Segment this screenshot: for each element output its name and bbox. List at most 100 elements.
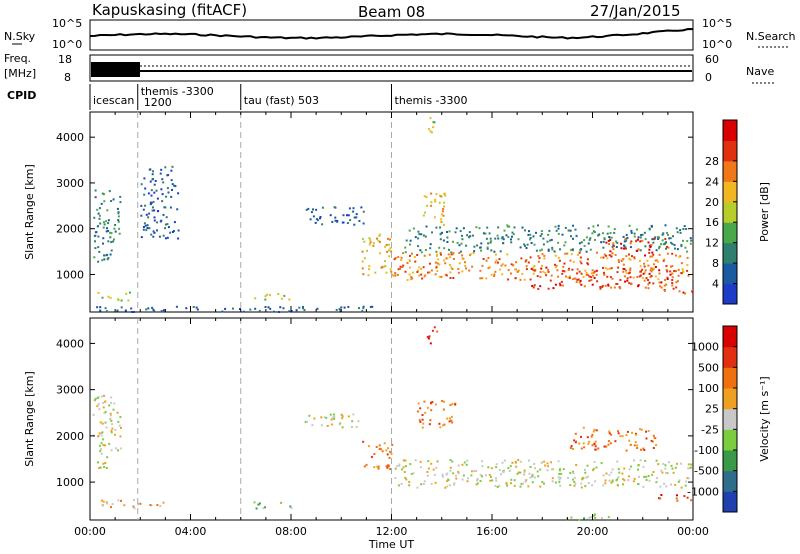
- data-cell: [97, 235, 100, 238]
- data-cell: [605, 472, 608, 475]
- data-cell: [636, 447, 639, 449]
- data-cell: [103, 200, 106, 203]
- data-cell: [358, 307, 360, 310]
- data-cell: [454, 231, 457, 234]
- data-cell: [309, 218, 312, 221]
- data-cell: [404, 459, 407, 462]
- data-cell: [539, 249, 542, 252]
- data-cell: [99, 448, 102, 451]
- data-cell: [622, 257, 625, 260]
- data-cell: [444, 486, 447, 489]
- data-cell: [551, 246, 554, 249]
- data-cell: [519, 460, 522, 463]
- data-cell: [494, 253, 497, 256]
- data-cell: [467, 236, 470, 239]
- cpid-segment-label: tau (fast) 503: [244, 94, 319, 107]
- colorbar-tick-label: -100: [694, 444, 719, 457]
- data-cell: [490, 273, 493, 276]
- data-cell: [397, 484, 400, 487]
- x-axis-label: Time UT: [368, 538, 414, 551]
- data-cell: [495, 259, 498, 262]
- data-cell: [513, 479, 516, 482]
- data-cell: [580, 435, 582, 438]
- data-cell: [554, 266, 557, 269]
- data-cell: [431, 401, 434, 404]
- data-cell: [167, 191, 170, 194]
- data-cell: [629, 242, 632, 245]
- colorbar-tick-label: -500: [694, 465, 719, 478]
- data-cell: [502, 238, 505, 241]
- data-cell: [145, 229, 148, 232]
- freq-tick-top: 18: [58, 53, 72, 66]
- data-cell: [397, 268, 400, 271]
- data-cell: [152, 206, 154, 209]
- data-cell: [429, 130, 432, 133]
- data-cell: [426, 204, 429, 207]
- data-cell: [434, 403, 437, 406]
- data-cell: [147, 307, 150, 310]
- data-cell: [289, 505, 292, 508]
- data-cell: [682, 228, 685, 230]
- data-cell: [612, 244, 615, 247]
- data-cell: [652, 282, 655, 285]
- data-cell: [559, 284, 562, 287]
- data-cell: [592, 272, 595, 274]
- data-cell: [277, 293, 280, 295]
- data-cell: [536, 470, 539, 473]
- data-cell: [580, 272, 583, 275]
- data-cell: [531, 285, 534, 287]
- data-cell: [610, 267, 613, 270]
- data-cell: [107, 222, 110, 225]
- data-cell: [468, 231, 471, 234]
- data-cell: [278, 311, 280, 313]
- data-cell: [597, 224, 599, 227]
- data-cell: [422, 483, 425, 485]
- data-cell: [591, 444, 594, 447]
- data-cell: [391, 443, 394, 446]
- data-cell: [609, 232, 612, 234]
- data-cell: [649, 276, 652, 278]
- data-cell: [672, 287, 675, 290]
- data-cell: [439, 426, 442, 429]
- data-cell: [527, 233, 530, 236]
- data-cell: [507, 269, 510, 272]
- data-cell: [117, 449, 119, 452]
- data-cell: [476, 244, 479, 247]
- data-cell: [254, 307, 257, 310]
- data-cell: [137, 503, 140, 506]
- data-cell: [609, 239, 612, 241]
- data-cell: [387, 249, 390, 252]
- data-cell: [684, 484, 687, 487]
- data-cell: [543, 482, 545, 485]
- data-cell: [625, 434, 628, 437]
- data-cell: [442, 408, 445, 411]
- data-cell: [368, 237, 371, 240]
- data-cell: [639, 240, 642, 243]
- data-cell: [525, 259, 528, 261]
- data-cell: [400, 482, 403, 485]
- data-cell: [525, 479, 528, 482]
- data-cell: [521, 272, 524, 275]
- data-cell: [599, 287, 602, 290]
- cpid-segment-label: themis -3300: [141, 85, 214, 98]
- data-cell: [675, 281, 678, 284]
- data-cell: [506, 224, 509, 227]
- data-cell: [118, 227, 121, 230]
- data-cell: [113, 238, 115, 241]
- data-cell: [449, 466, 452, 469]
- data-cell: [614, 253, 617, 256]
- data-cell: [110, 429, 113, 432]
- data-cell: [629, 283, 632, 286]
- data-cell: [155, 189, 158, 192]
- data-cell: [408, 266, 411, 269]
- data-cell: [587, 227, 590, 230]
- data-cell: [608, 474, 611, 477]
- data-cell: [639, 236, 642, 239]
- data-cell: [586, 464, 589, 467]
- data-cell: [392, 274, 394, 277]
- data-cell: [626, 277, 629, 280]
- data-cell: [313, 417, 316, 420]
- data-cell: [97, 403, 100, 406]
- data-cell: [368, 268, 370, 271]
- data-cell: [595, 273, 598, 276]
